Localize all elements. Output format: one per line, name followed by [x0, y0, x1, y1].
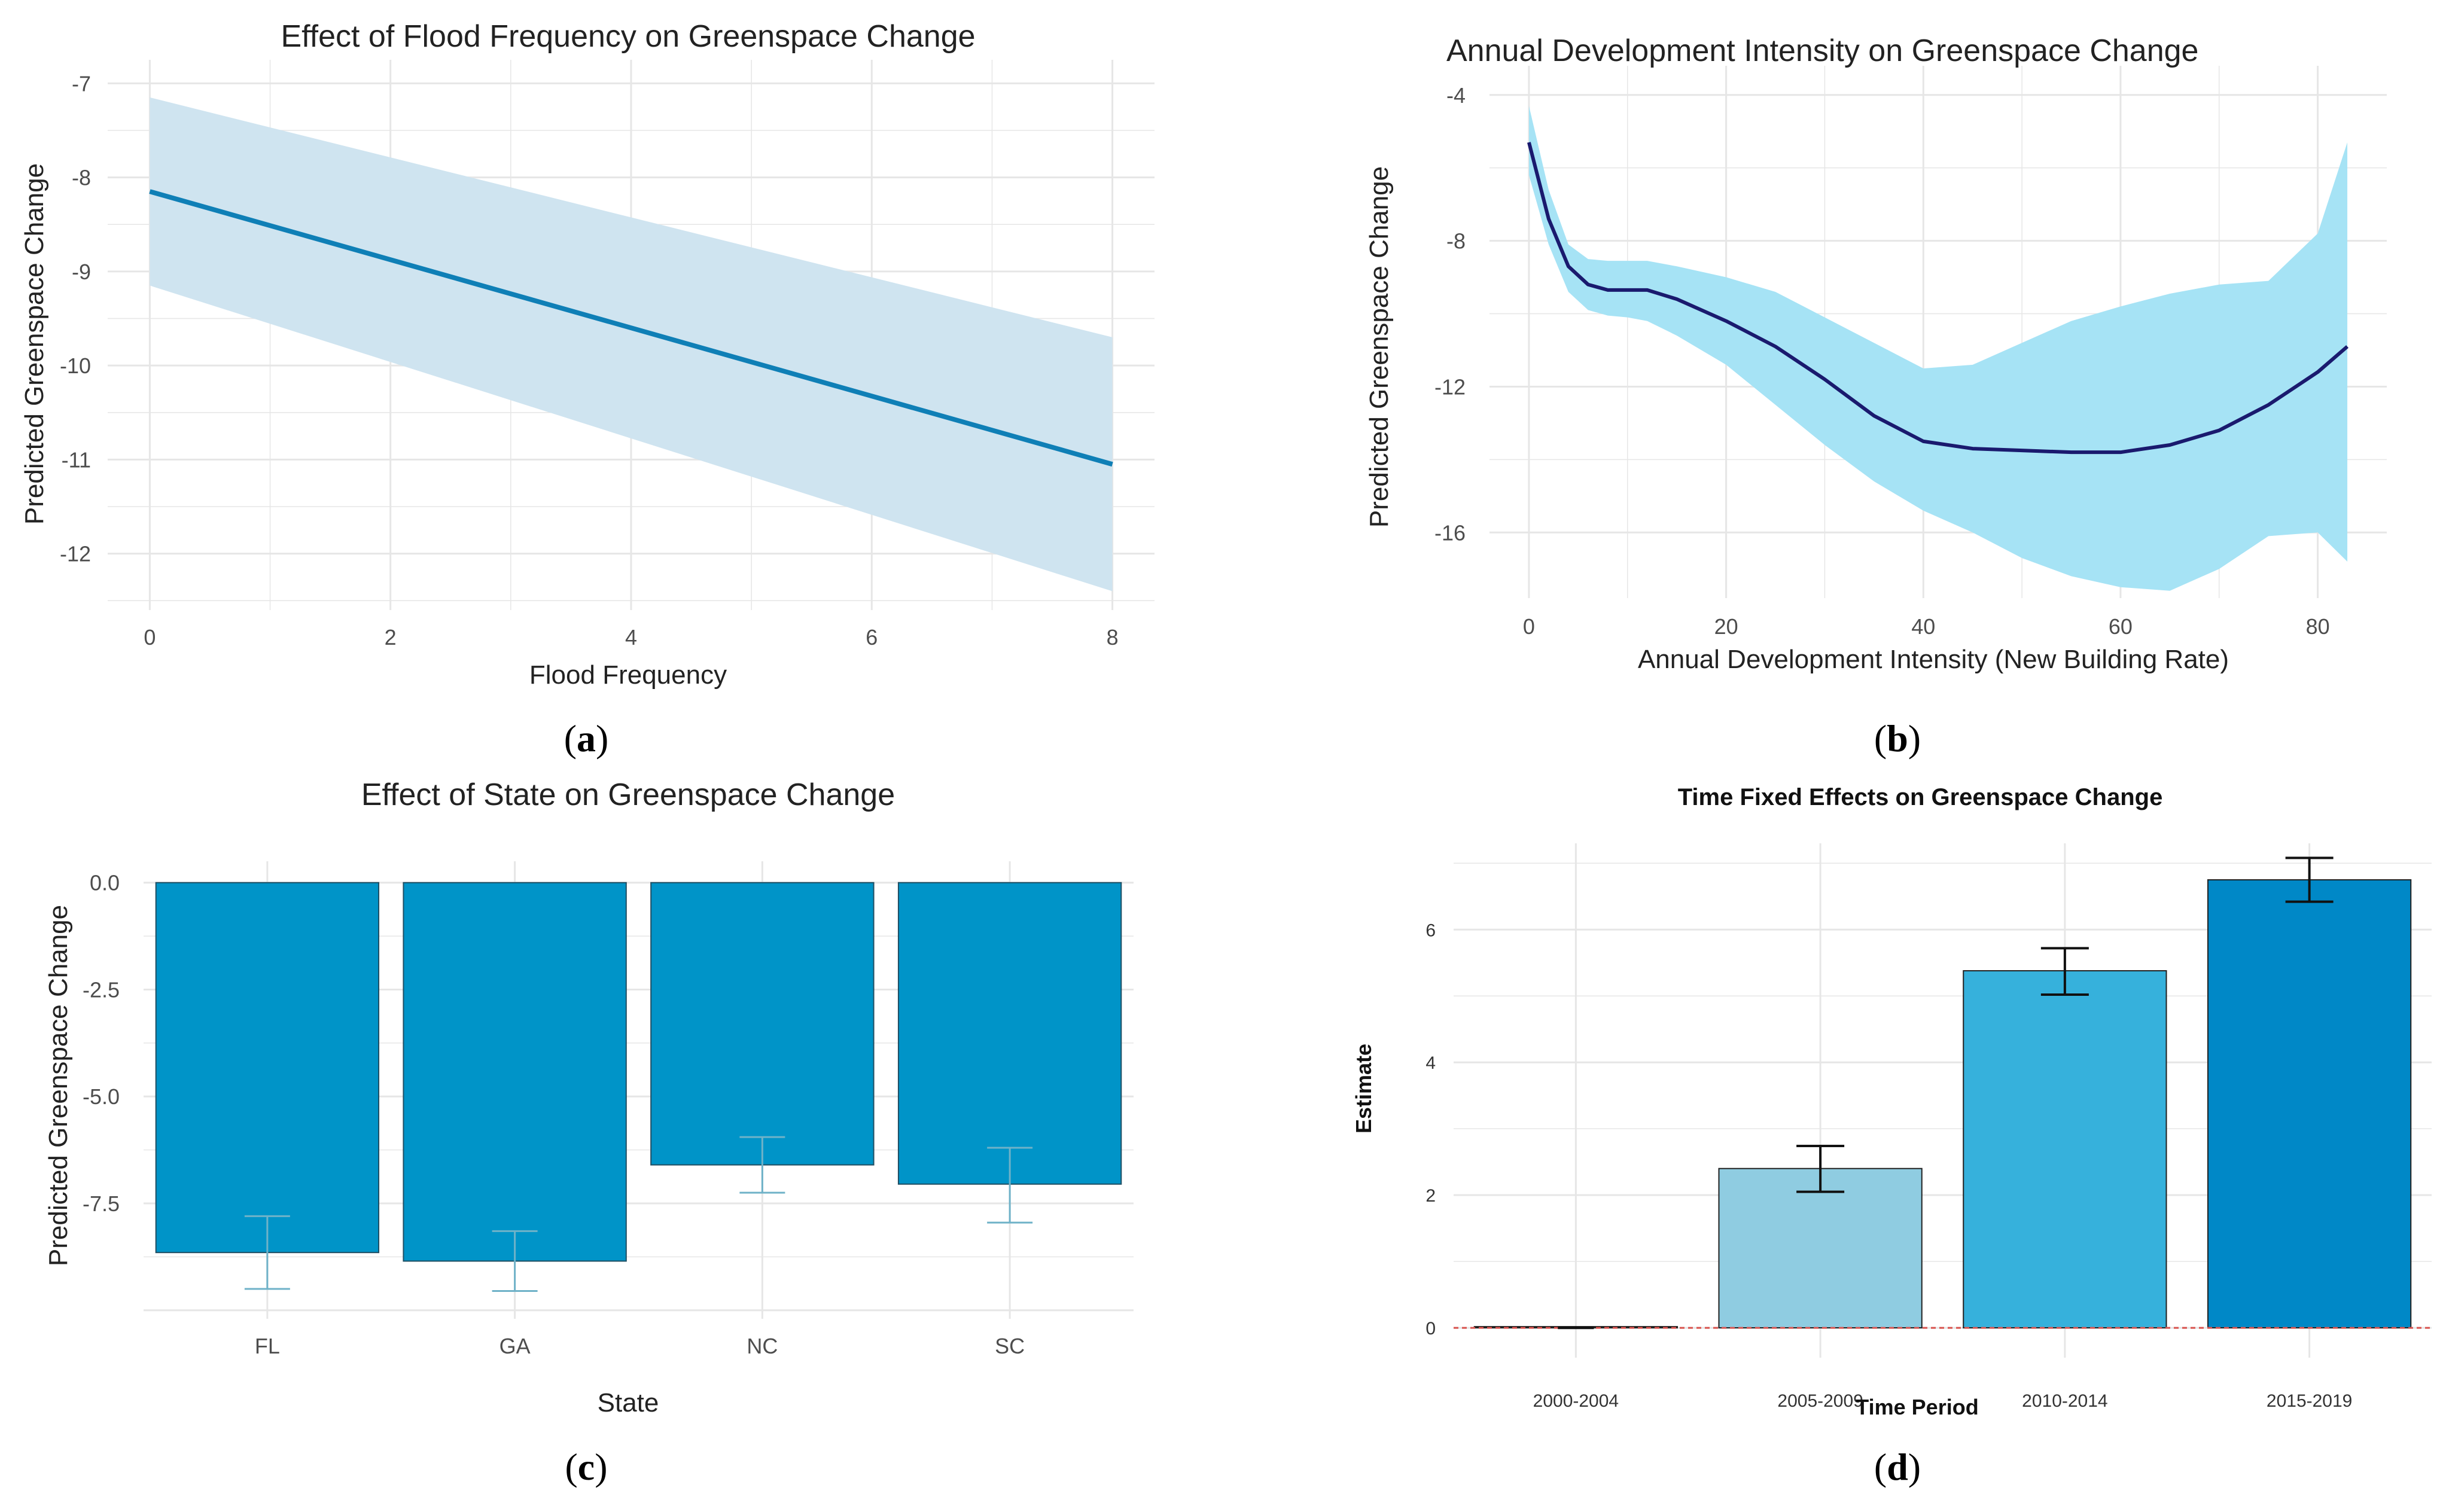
x-axis-title: State	[598, 1388, 659, 1418]
x-tick-label: 2015-2019	[2267, 1391, 2352, 1411]
y-axis-title: Estimate	[1351, 1044, 1376, 1133]
chart-title: Annual Development Intensity on Greenspa…	[1446, 33, 2198, 68]
bar-2010-2014	[1963, 970, 2167, 1329]
panel-b: 0 20 40 60 80 -4 -8 -12 -16 Annual Development In…	[1310, 0, 2443, 736]
bar-2015-2019	[2207, 879, 2412, 1329]
bar-FL	[155, 882, 380, 1254]
y-tick-label: 0.0	[90, 871, 120, 895]
chart-c: FL GA NC SC 0.0 -2.5 -5.0 -7.5 Effect of State o…	[44, 778, 1134, 1418]
x-axis-title: Time Period	[1856, 1395, 1978, 1419]
chart-title: Time Fixed Effects on Greenspace Change	[1678, 784, 2163, 810]
x-tick-label: 2005-2009	[1777, 1391, 1863, 1411]
caption-c: (c)	[565, 1446, 608, 1488]
y-tick-label: 6	[1425, 920, 1436, 940]
confidence-band	[150, 97, 1113, 592]
y-tick-label: -7	[72, 71, 91, 96]
caption-b: (b)	[1874, 717, 1921, 760]
x-tick-label: 2010-2014	[2022, 1391, 2107, 1411]
y-tick-label: -8	[1446, 229, 1466, 254]
fit-line	[149, 189, 1113, 467]
y-tick-label: -7.5	[83, 1191, 120, 1216]
x-tick-label: FL	[255, 1334, 280, 1358]
panel-a: 0 2 4 6 8 -7 -8 -9 -10 -11 -12 Effect of Flood Freq…	[0, 0, 1196, 736]
y-tick-label: -12	[1434, 374, 1466, 399]
y-tick-label: -16	[1434, 520, 1466, 545]
panel-c: FL GA NC SC 0.0 -2.5 -5.0 -7.5 Effect of State o…	[0, 772, 1196, 1447]
y-tick-label: 2	[1425, 1186, 1436, 1206]
y-axis-title: Predicted Greenspace Change	[20, 163, 49, 525]
y-tick-label: 0	[1425, 1319, 1436, 1339]
smooth-line	[1527, 142, 2349, 455]
x-tick-label: 8	[1107, 625, 1119, 650]
bar-NC	[650, 882, 875, 1166]
x-tick-label: 60	[2109, 614, 2133, 639]
y-tick-label: -2.5	[83, 977, 120, 1002]
x-axis-title: Annual Development Intensity (New Buildi…	[1638, 645, 2229, 674]
y-axis-title: Predicted Greenspace Change	[1364, 166, 1394, 528]
x-tick-label: 20	[1714, 614, 1738, 639]
x-tick-label: 4	[625, 625, 637, 650]
x-tick-label: 0	[144, 625, 156, 650]
x-tick-label: SC	[995, 1334, 1025, 1358]
confidence-band	[1528, 106, 2348, 591]
chart-d: 2000-2004 2005-2009 2010-2014 2015-2019 0 2 4 6…	[1351, 784, 2432, 1419]
chart-a: 0 2 4 6 8 -7 -8 -9 -10 -11 -12 Effect of Flood Freq…	[20, 19, 1155, 690]
x-tick-label: 80	[2306, 614, 2330, 639]
y-tick-label: -8	[72, 166, 91, 190]
x-tick-label: NC	[747, 1334, 778, 1358]
bar-2005-2009	[1718, 1167, 1923, 1329]
y-tick-label: -9	[72, 260, 91, 284]
chart-title: Effect of State on Greenspace Change	[361, 778, 895, 812]
y-tick-label: -12	[60, 542, 91, 566]
y-tick-label: -11	[62, 447, 91, 472]
x-axis-title: Flood Frequency	[529, 660, 727, 690]
caption-a: (a)	[563, 717, 609, 760]
y-tick-label: -4	[1446, 83, 1466, 108]
y-tick-label: 4	[1425, 1053, 1436, 1073]
x-tick-label: 2	[385, 625, 397, 650]
panel-d: 2000-2004 2005-2009 2010-2014 2015-2019 0 2 4 6…	[1310, 772, 2443, 1447]
x-tick-label: 6	[866, 625, 878, 650]
y-axis-title: Predicted Greenspace Change	[44, 905, 73, 1266]
y-tick-label: -5.0	[83, 1084, 120, 1109]
x-tick-label: 0	[1523, 614, 1535, 639]
bar-SC	[897, 882, 1122, 1185]
chart-b: 0 20 40 60 80 -4 -8 -12 -16 Annual Development In…	[1364, 33, 2387, 674]
caption-d: (d)	[1874, 1446, 1921, 1488]
bar-GA	[403, 882, 627, 1262]
x-tick-label: 2000-2004	[1533, 1391, 1619, 1411]
x-tick-label: GA	[499, 1334, 531, 1358]
chart-title: Effect of Flood Frequency on Greenspace …	[281, 19, 975, 54]
y-tick-label: -10	[60, 353, 91, 378]
x-tick-label: 40	[1911, 614, 1935, 639]
